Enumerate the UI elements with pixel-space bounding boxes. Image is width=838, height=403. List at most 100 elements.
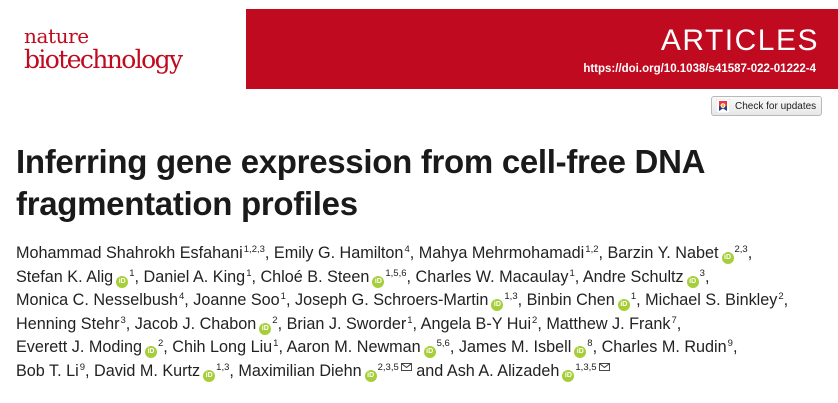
orcid-icon[interactable]: iD: [491, 299, 504, 311]
journal-logo[interactable]: nature biotechnology: [8, 9, 246, 89]
author-name[interactable]: Chih Long Liu: [172, 338, 273, 356]
author-affiliation[interactable]: 9: [79, 361, 85, 373]
author-name[interactable]: Angela B-Y Hui: [420, 314, 532, 333]
email-icon[interactable]: [400, 362, 412, 371]
author-line: Mohammad Shahrokh Esfahani1,2,3, Emily G…: [16, 242, 838, 266]
author-affiliation[interactable]: 1: [273, 338, 279, 349]
author: Chih Long Liu1,: [172, 338, 283, 356]
orcid-icon[interactable]: iD: [144, 346, 157, 358]
author-name[interactable]: Brian J. Sworder: [286, 314, 407, 333]
author-affiliation[interactable]: 4: [404, 244, 410, 255]
author-name[interactable]: Joanne Soo: [193, 291, 280, 309]
author-name[interactable]: Monica C. Nesselbush: [16, 291, 178, 309]
orcid-icon[interactable]: iD: [574, 346, 587, 358]
orcid-icon[interactable]: iD: [203, 369, 216, 382]
author: James M. Isbell iD8,: [458, 338, 598, 358]
email-icon[interactable]: [598, 362, 610, 371]
author-affiliation[interactable]: 1: [280, 291, 286, 302]
author: Henning Stehr3,: [16, 315, 130, 333]
author-separator: ,: [406, 267, 412, 286]
author-name[interactable]: Emily G. Hamilton: [273, 244, 404, 262]
author-affiliation[interactable]: 2,3,5: [377, 361, 399, 373]
author-name[interactable]: Henning Stehr: [16, 314, 120, 333]
author-affiliation[interactable]: 1: [407, 314, 413, 326]
author-name[interactable]: David M. Kurtz: [94, 361, 201, 380]
author-affiliation[interactable]: 1: [569, 267, 575, 279]
check-for-updates-label: Check for updates: [735, 100, 817, 112]
author-name[interactable]: Stefan K. Alig: [16, 267, 114, 286]
orcid-icon[interactable]: iD: [116, 275, 129, 288]
author-affiliation[interactable]: 8: [587, 338, 593, 349]
author-affiliation[interactable]: 3: [120, 314, 126, 326]
author-affiliation[interactable]: 2: [272, 314, 278, 326]
author-affiliation[interactable]: 1,3,5: [575, 361, 597, 373]
author-name[interactable]: Andre Schultz: [582, 267, 684, 286]
author: Charles W. Macaulay1,: [416, 268, 580, 286]
author-line: Monica C. Nesselbush4, Joanne Soo1, Jose…: [16, 289, 838, 313]
author-affiliation[interactable]: 2: [532, 314, 538, 326]
author-affiliation[interactable]: 2: [157, 338, 164, 349]
author: David M. Kurtz iD1,3,: [94, 361, 234, 382]
author-name[interactable]: Everett J. Moding: [16, 338, 142, 356]
orcid-icon[interactable]: iD: [562, 369, 575, 382]
author: Emily G. Hamilton4,: [274, 244, 414, 262]
author: Barzin Y. Nabet iD2,3,: [607, 244, 752, 264]
doi-link[interactable]: https://doi.org/10.1038/s41587-022-01222…: [583, 63, 816, 75]
author-name[interactable]: Mahya Mehrmohamadi: [418, 244, 585, 262]
author-affiliation[interactable]: 1,2: [585, 244, 599, 255]
orcid-icon[interactable]: iD: [372, 275, 385, 288]
author-affiliation[interactable]: 3: [699, 267, 705, 279]
author: Daniel A. King1,: [144, 268, 256, 286]
orcid-icon[interactable]: iD: [364, 369, 377, 382]
author-name[interactable]: Bob T. Li: [16, 361, 79, 380]
author-separator: ,: [229, 361, 234, 380]
author-name[interactable]: Joseph G. Schroers-Martin: [294, 291, 489, 309]
author-name[interactable]: Mohammad Shahrokh Esfahani: [16, 244, 243, 262]
author-name[interactable]: Charles M. Rudin: [601, 338, 727, 356]
check-for-updates-button[interactable]: Check for updates: [711, 96, 822, 116]
author: Charles M. Rudin9,: [602, 338, 738, 356]
author-separator: ,: [517, 291, 523, 309]
orcid-icon[interactable]: iD: [423, 346, 436, 358]
author-affiliation[interactable]: 2: [778, 291, 784, 302]
author-affiliation[interactable]: 1,3: [504, 291, 518, 302]
author: Binbin Chen iD1,: [526, 291, 641, 311]
author-separator: ,: [783, 291, 789, 309]
author-affiliation[interactable]: 1,5,6: [385, 267, 407, 279]
author-name[interactable]: Maximilian Diehn: [238, 361, 362, 380]
author-name[interactable]: Chloé B. Steen: [260, 267, 370, 286]
author-line: Henning Stehr3, Jacob J. Chabon iD2, Bria…: [16, 313, 838, 337]
author-name[interactable]: James M. Isbell: [458, 338, 572, 356]
author-name[interactable]: Ash A. Alizadeh: [446, 361, 560, 380]
orcid-icon[interactable]: iD: [617, 299, 630, 311]
orcid-icon[interactable]: iD: [686, 275, 699, 288]
author-name[interactable]: Jacob J. Chabon: [134, 314, 257, 333]
author-name[interactable]: Charles W. Macaulay: [415, 267, 569, 286]
author-affiliation[interactable]: 1: [246, 267, 252, 279]
author-name[interactable]: Barzin Y. Nabet: [607, 244, 719, 262]
author-affiliation[interactable]: 1: [630, 291, 637, 302]
orcid-icon[interactable]: iD: [721, 252, 734, 264]
author-affiliation[interactable]: 1,3: [216, 361, 230, 373]
author-name[interactable]: Aaron M. Newman: [286, 338, 421, 356]
author-affiliation[interactable]: 2,3: [734, 244, 748, 255]
author-affiliation[interactable]: 9: [727, 338, 733, 349]
author-name[interactable]: Daniel A. King: [143, 267, 246, 286]
author: Stefan K. Alig iD1,: [16, 267, 139, 288]
author-name[interactable]: Matthew J. Frank: [546, 314, 671, 333]
author-name[interactable]: Michael S. Binkley: [645, 291, 778, 309]
article-title: Inferring gene expression from cell-free…: [16, 141, 816, 225]
author-affiliation[interactable]: 1: [129, 267, 135, 279]
author: Chloé B. Steen iD1,5,6,: [260, 267, 412, 288]
author-separator: ,: [592, 338, 598, 356]
author-affiliation[interactable]: 7: [671, 314, 677, 326]
author-separator: ,: [277, 314, 283, 333]
author-name[interactable]: Binbin Chen: [526, 291, 615, 309]
author-separator: ,: [537, 314, 542, 333]
author-affiliation[interactable]: 5,6: [436, 338, 450, 349]
orcid-icon[interactable]: iD: [259, 322, 272, 335]
author-affiliation[interactable]: 4: [178, 291, 185, 302]
author-affiliation[interactable]: 1,2,3: [243, 244, 265, 255]
author: Matthew J. Frank7,: [546, 315, 681, 333]
author: Mahya Mehrmohamadi1,2,: [419, 244, 603, 262]
